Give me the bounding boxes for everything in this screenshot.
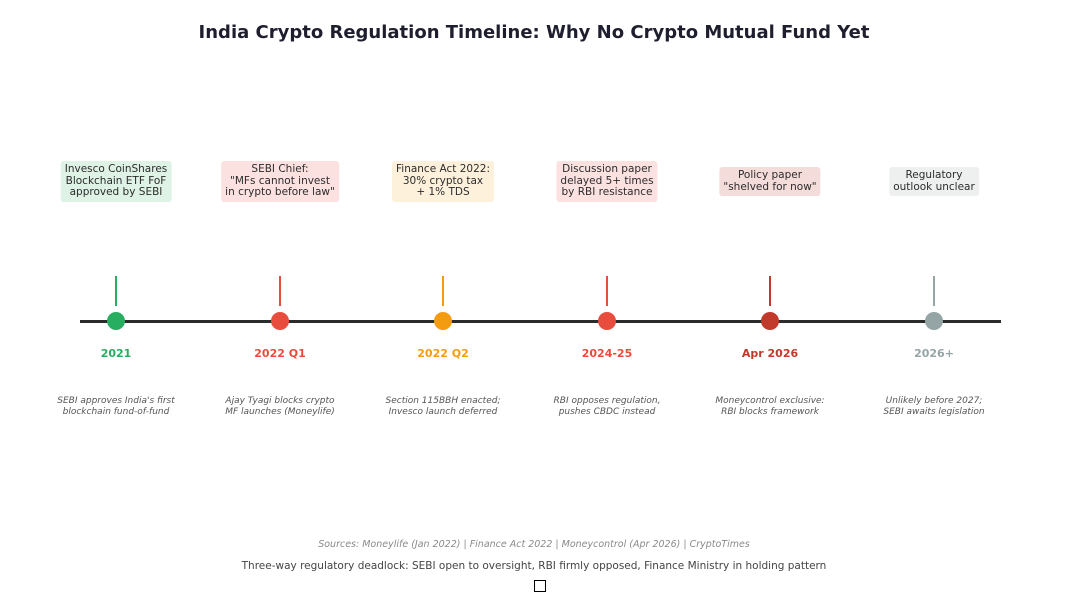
event-description-line: SEBI approves India's first <box>57 396 175 406</box>
event-stem <box>933 276 935 306</box>
event-description: Section 115BBH enacted; Invesco launch de… <box>386 396 501 417</box>
event-date-label: 2022 Q2 <box>417 347 469 360</box>
event-annotation-line: Discussion paper <box>562 163 652 175</box>
event-annotation-line: by RBI resistance <box>561 186 653 198</box>
timeline-axis <box>80 320 1001 323</box>
event-description-line: Moneycontrol exclusive: <box>715 396 825 406</box>
event-description-line: RBI blocks framework <box>721 406 819 417</box>
event-annotation-line: delayed 5+ times <box>560 174 654 187</box>
event-date-label: 2021 <box>100 347 132 360</box>
event-description-line: pushes CBDC instead <box>558 406 656 417</box>
event-marker-dot <box>107 312 125 330</box>
event-annotation-line: Finance Act 2022: <box>396 163 490 175</box>
event-description-line: Ajay Tyagi blocks crypto <box>225 396 335 406</box>
event-stem <box>115 276 117 306</box>
event-description-line: RBI opposes regulation, <box>553 396 661 406</box>
event-marker-dot <box>925 312 943 330</box>
event-description-line: MF launches (Moneylife) <box>225 406 335 417</box>
event-annotation-box: SEBI Chief: "MFs cannot invest in crypto b… <box>221 161 339 202</box>
event-description: RBI opposes regulation, pushes CBDC inste… <box>554 396 661 417</box>
event-annotation-box: Discussion paper delayed 5+ times by RBI r… <box>556 161 658 202</box>
event-stem <box>442 276 444 306</box>
event-annotation-line: Invesco CoinShares <box>64 163 168 175</box>
event-annotation-line: SEBI Chief: <box>251 163 309 175</box>
event-date-label: 2026+ <box>914 347 954 360</box>
event-description: SEBI approves India's first blockchain fu… <box>57 396 175 417</box>
event-annotation-line: in crypto before law" <box>225 186 335 198</box>
event-date-label: 2024-25 <box>581 347 633 360</box>
event-annotation-line: Regulatory <box>905 169 963 181</box>
event-description: Moneycontrol exclusive: RBI blocks framew… <box>715 396 824 417</box>
event-date-label: Apr 2026 <box>741 347 799 360</box>
event-description: Unlikely before 2027; SEBI awaits legisla… <box>883 396 984 417</box>
event-stem <box>769 276 771 306</box>
event-annotation-line: outlook unclear <box>893 180 975 193</box>
event-stem <box>279 276 281 306</box>
event-marker-dot <box>761 312 779 330</box>
event-annotation-line: "MFs cannot invest <box>230 174 330 187</box>
event-description-line: Unlikely before 2027; <box>885 396 983 406</box>
event-date-label: 2022 Q1 <box>254 347 306 360</box>
event-marker-dot <box>598 312 616 330</box>
page-title: India Crypto Regulation Timeline: Why No… <box>198 22 870 43</box>
event-stem <box>606 276 608 306</box>
event-marker-dot <box>434 312 452 330</box>
sources-line: Sources: Moneylife (Jan 2022) | Finance … <box>318 539 750 550</box>
event-annotation-box: Invesco CoinShares Blockchain ETF FoF appr… <box>60 161 172 202</box>
event-annotation-line: "shelved for now" <box>723 180 817 193</box>
event-marker-dot <box>271 312 289 330</box>
event-description-line: SEBI awaits legislation <box>883 406 985 417</box>
event-annotation-line: Policy paper <box>737 169 803 181</box>
caption: Three-way regulatory deadlock: SEBI open… <box>241 560 827 572</box>
event-description-line: Invesco launch deferred <box>388 406 498 417</box>
event-annotation-box: Policy paper "shelved for now" <box>719 167 821 196</box>
event-annotation-line: 30% crypto tax <box>402 174 484 187</box>
event-annotation-line: approved by SEBI <box>69 186 163 198</box>
event-description-line: Section 115BBH enacted; <box>385 396 501 406</box>
checkbox-marker <box>534 580 546 592</box>
event-description-line: blockchain fund-of-fund <box>62 406 170 417</box>
event-description: Ajay Tyagi blocks crypto MF launches (Mon… <box>225 396 335 417</box>
event-annotation-line: + 1% TDS <box>416 186 470 198</box>
event-annotation-box: Regulatory outlook unclear <box>889 167 979 196</box>
event-annotation-line: Blockchain ETF FoF <box>65 174 167 187</box>
event-annotation-box: Finance Act 2022: 30% crypto tax + 1% TDS <box>392 161 494 202</box>
